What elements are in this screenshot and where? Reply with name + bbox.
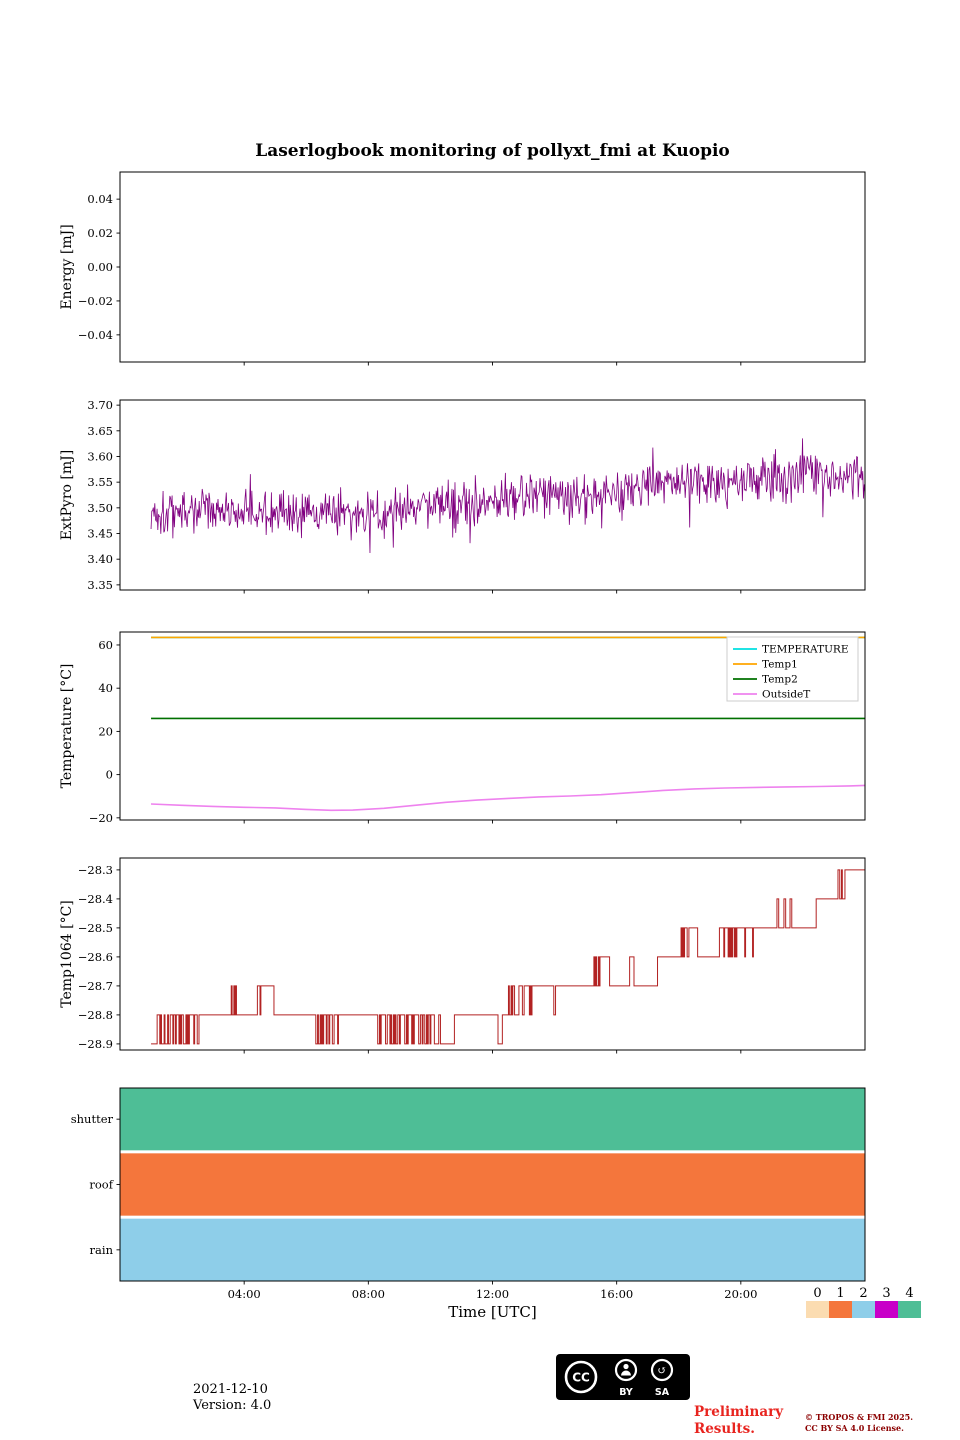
footer-date-version: 2021-12-10 Version: 4.0 — [193, 1382, 271, 1414]
series-ExtPyro — [150, 438, 866, 553]
y-tick-label: 3.65 — [87, 424, 113, 438]
status-category-label: rain — [90, 1243, 114, 1257]
cc-icon — [564, 1360, 598, 1394]
y-tick-label: 3.35 — [87, 578, 113, 592]
colorbar-cell — [852, 1301, 875, 1318]
status-category-label: shutter — [71, 1112, 114, 1126]
y-tick-label: −28.7 — [78, 979, 113, 993]
colorbar-tick-label: 2 — [859, 1286, 868, 1301]
colorbar-tick-label: 0 — [813, 1286, 822, 1301]
y-tick-label: 3.50 — [87, 501, 113, 515]
y-tick-label: 3.55 — [87, 475, 113, 489]
colorbar-cell — [898, 1301, 921, 1318]
y-tick-label: −0.04 — [78, 328, 113, 342]
y-tick-label: 3.60 — [87, 449, 113, 463]
colorbar-cell — [875, 1301, 898, 1318]
legend-label: Temp1 — [762, 659, 798, 671]
sa-arrow-icon: ↺ — [657, 1364, 666, 1377]
preliminary-line2: Results. — [694, 1421, 755, 1437]
by-person-head-icon — [623, 1363, 629, 1370]
y-tick-label: 0.02 — [87, 226, 113, 240]
page-title: Laserlogbook monitoring of pollyxt_fmi a… — [255, 141, 730, 161]
status-band-roof — [120, 1153, 865, 1216]
plot-border — [119, 857, 866, 1051]
y-tick-label: 0 — [106, 768, 113, 782]
x-tick-label: 04:00 — [228, 1287, 261, 1301]
colorbar-tick-label: 3 — [882, 1286, 891, 1301]
y-tick-label: 60 — [98, 638, 113, 652]
y-tick-label: 0.00 — [87, 260, 113, 274]
status-category-label: roof — [89, 1178, 113, 1192]
x-tick-label: 08:00 — [352, 1287, 385, 1301]
y-tick-label: −28.6 — [78, 950, 113, 964]
cc-icon-label: CC — [572, 1371, 590, 1385]
y-tick-label: 3.70 — [87, 398, 113, 412]
by-person-body-icon — [621, 1370, 631, 1376]
legend-label: TEMPERATURE — [762, 644, 849, 656]
plot-border — [119, 1087, 866, 1282]
y-tick-label: 0.04 — [87, 192, 113, 206]
y-tick-label: −28.5 — [78, 921, 113, 935]
y-tick-label: 40 — [98, 681, 113, 695]
plot-temp1064: −28.3 −28.4 −28.5 −28.6 −28.7 −28.8 −28.9 — [78, 857, 866, 1054]
by-label: BY — [619, 1387, 633, 1398]
temperature-legend: TEMPERATURE Temp1 Temp2 OutsideT — [726, 636, 859, 702]
y-tick-label: −20 — [89, 811, 113, 825]
legend-box — [726, 636, 859, 702]
y-tick-label: −0.02 — [78, 294, 113, 308]
copyright-line2: CC BY SA 4.0 License. — [805, 1423, 904, 1433]
plot-energy: 0.04 0.02 0.00 −0.02 −0.04 — [78, 171, 866, 366]
y-tick-label: −28.8 — [78, 1008, 113, 1022]
plot-border — [119, 171, 866, 363]
plot-status: shutter roof rain 04:00 08:00 12:00 16:00 20:00 — [71, 1087, 866, 1301]
plot-border — [119, 631, 866, 821]
status-band-rain — [120, 1218, 865, 1281]
by-icon — [614, 1358, 638, 1382]
sa-icon — [650, 1358, 674, 1382]
sa-label: SA — [655, 1387, 670, 1398]
preliminary-note: Preliminary Results. — [694, 1404, 783, 1438]
x-tick-label: 16:00 — [600, 1287, 633, 1301]
x-tick-label: 12:00 — [476, 1287, 509, 1301]
footer-version: Version: 4.0 — [193, 1398, 272, 1413]
preliminary-line1: Preliminary — [694, 1404, 784, 1420]
colorbar-cell — [806, 1301, 829, 1318]
colorbar-cells — [806, 1301, 921, 1318]
xaxis-label: Time [UTC] — [448, 1303, 537, 1321]
y-tick-label: 20 — [98, 724, 113, 738]
legend-label: OutsideT — [762, 689, 810, 701]
footer-date: 2021-12-10 — [193, 1382, 268, 1397]
y-tick-label: −28.9 — [78, 1037, 113, 1051]
plot-temperature: 60 40 20 0 −20 TEMPERATURE Temp1 Temp2 OutsideT — [89, 631, 866, 825]
x-tick-label: 20:00 — [724, 1287, 757, 1301]
plot-border — [119, 399, 866, 591]
y-tick-label: −28.4 — [78, 892, 113, 906]
colorbar-tick-label: 4 — [905, 1286, 914, 1301]
series-Temp1064 — [151, 869, 865, 1045]
colorbar-tick-label: 1 — [836, 1286, 845, 1301]
cc-license-badge: CC BY ↺ SA — [556, 1354, 690, 1404]
legend-label: Temp2 — [762, 674, 798, 686]
colorbar-cell — [829, 1301, 852, 1318]
cc-badge-graphic: CC BY ↺ SA — [556, 1354, 690, 1400]
status-band-shutter — [120, 1088, 865, 1151]
y-tick-label: −28.3 — [78, 863, 113, 877]
plot-extpyro: 3.70 3.65 3.60 3.55 3.50 3.45 3.40 3.35 — [87, 398, 866, 594]
copyright-line1: © TROPOS & FMI 2025. — [805, 1412, 914, 1422]
y-tick-label: 3.40 — [87, 552, 113, 566]
copyright-note: © TROPOS & FMI 2025. CC BY SA 4.0 Licens… — [805, 1412, 913, 1434]
series-OutsideT — [150, 784, 866, 812]
y-tick-label: 3.45 — [87, 527, 113, 541]
